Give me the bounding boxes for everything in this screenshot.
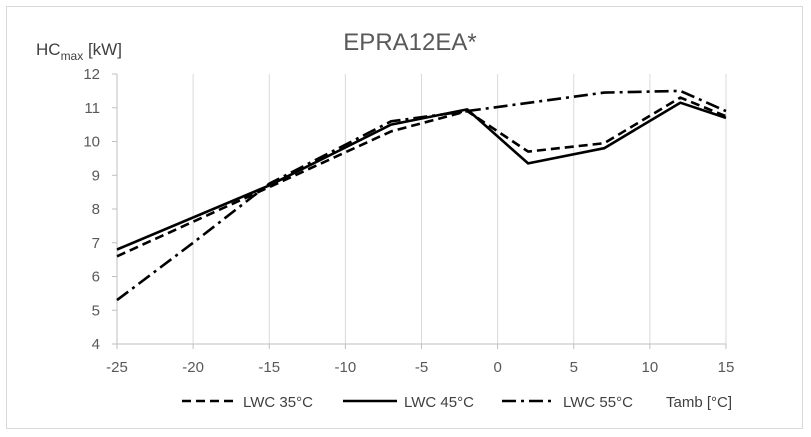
y-axis-label-unit: [kW] — [83, 40, 122, 59]
legend: LWC 35°C LWC 45°C LWC 55°C — [182, 394, 633, 411]
y-tick-label: 10 — [83, 134, 100, 151]
chart-title: EPRA12EA* — [343, 29, 476, 56]
y-tick-label: 4 — [92, 336, 100, 353]
x-tick-label: -5 — [415, 359, 428, 376]
y-axis-label-subscript: max — [61, 49, 84, 63]
vertical-gridlines — [116, 74, 727, 344]
series-line-3 — [116, 89, 727, 302]
y-tick-label: 12 — [83, 66, 100, 83]
y-axis-label: HCmax [kW] — [36, 40, 122, 63]
y-axis-label-main: HC — [36, 40, 61, 59]
x-tick-label: -20 — [182, 359, 204, 376]
x-tick-labels: -25 -20 -15 -10 -5 0 5 10 15 — [106, 359, 734, 376]
x-tick-label: -15 — [258, 359, 280, 376]
x-tick-label: 5 — [570, 359, 578, 376]
y-tick-label: 9 — [92, 167, 100, 184]
y-tick-label: 6 — [92, 269, 100, 286]
legend-label-3: LWC 55°C — [563, 394, 633, 411]
x-axis-label: Tamb [°C] — [666, 394, 732, 411]
legend-label-2: LWC 45°C — [404, 394, 474, 411]
x-tick-label: 10 — [642, 359, 659, 376]
y-tick-labels: 4 5 6 7 8 9 10 11 12 — [83, 66, 100, 353]
x-tick-label: -10 — [335, 359, 357, 376]
x-tick-label: -25 — [106, 359, 128, 376]
series-lines — [116, 89, 727, 302]
x-tick-label: 15 — [718, 359, 735, 376]
legend-label-1: LWC 35°C — [243, 394, 313, 411]
y-tick-label: 11 — [84, 100, 100, 117]
series-line-1 — [116, 96, 727, 258]
y-tick-label: 8 — [92, 201, 100, 218]
y-tick-label: 7 — [92, 235, 100, 252]
series-line-2 — [116, 101, 727, 251]
x-tick-label: 0 — [493, 359, 501, 376]
chart-frame — [6, 6, 803, 429]
y-tick-label: 5 — [92, 302, 100, 319]
